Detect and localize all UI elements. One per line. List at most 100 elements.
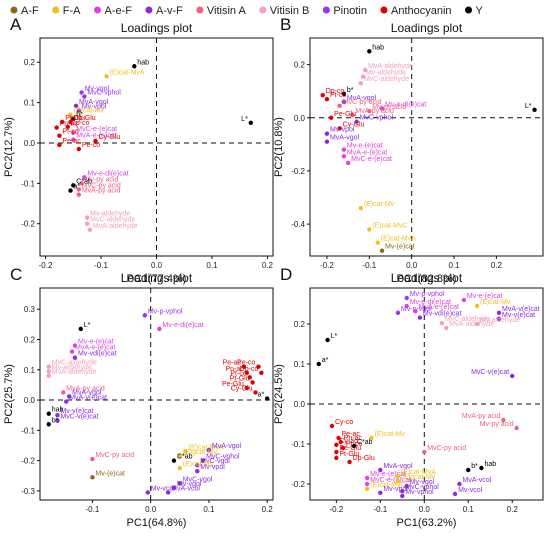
data-point (183, 449, 188, 454)
data-point (439, 321, 445, 326)
data-point (325, 337, 330, 343)
point-label: MvA-e-(e)cat (419, 304, 460, 311)
y-tick-label: 0.2 (24, 58, 36, 67)
data-point (329, 423, 335, 429)
point-label: MvA-e-(e)cat (347, 149, 388, 156)
point-label: Mv-vdi(e)cat (423, 311, 462, 318)
point-label: (E)cat-MvA (110, 69, 145, 76)
point-label: L* (241, 116, 248, 123)
data-point (79, 181, 84, 186)
y-tick-label: -0.2 (21, 457, 35, 466)
x-tick-label: 0.1 (463, 505, 475, 514)
point-label: (E)cat-MvA (381, 236, 416, 243)
data-point (66, 394, 72, 399)
data-point (264, 396, 270, 401)
data-point (68, 188, 73, 193)
data-point (501, 417, 506, 423)
point-label: MvC-vphol (206, 454, 240, 461)
data-point (337, 126, 342, 131)
data-point (379, 248, 385, 253)
y-axis-label: PC2(10.8%) (273, 117, 285, 177)
point-label: MvC-py acid (343, 99, 382, 106)
point-label: Mv-e-di(e)cat (410, 299, 451, 306)
data-point (244, 370, 249, 375)
point-label: Mv-vgol (85, 86, 110, 93)
data-point (341, 99, 347, 105)
legend-item: A-e-F (93, 5, 132, 17)
point-label: Pn-ac (344, 435, 363, 442)
point-label: Mv-vcol (458, 487, 483, 494)
point-label: MvC-py acid (82, 182, 121, 189)
point-label: Pt-co (62, 129, 78, 136)
point-label: MvC-e-(e)cat (76, 126, 117, 133)
point-label: Pe-Glu (334, 111, 356, 118)
panel-letter: C (10, 265, 22, 284)
x-axis-label: PC1(77.4%) (127, 273, 187, 285)
point-label: (E)cat-Mv (375, 431, 406, 438)
legend-marker (145, 6, 153, 14)
y-tick-label: 0.2 (294, 320, 306, 329)
data-point (375, 240, 380, 245)
point-label: Mv-(e)cat (95, 470, 125, 477)
point-label: Mv-e-di(e)cat (162, 322, 203, 329)
data-point (358, 205, 364, 211)
point-label: Pt-Glu (65, 115, 85, 122)
y-axis-label: PC2(24.5%) (273, 364, 285, 424)
plot-frame (39, 287, 274, 501)
x-tick-label: 0.2 (507, 505, 519, 514)
y-tick-label: -0.2 (291, 480, 305, 489)
data-point (367, 227, 372, 232)
point-label: Dp-co (71, 120, 90, 127)
data-point (247, 375, 252, 380)
x-axis-label: PC1(64.8%) (127, 517, 187, 529)
point-label: MvC-e-(e)cat (370, 477, 411, 484)
data-point (316, 361, 321, 367)
data-point (367, 49, 372, 54)
panel: D Loadings plot -0.2 -0.1 0.0 0.1 0.2 -0.2 -0.1 0… (273, 265, 544, 529)
point-label: (E)cat-MvC (372, 222, 407, 229)
point-label: MvC-v(e)cat (60, 414, 98, 421)
y-tick-label: 0.1 (24, 366, 36, 375)
point-label: MvA-v(e)cat (69, 395, 107, 402)
legend-marker (380, 6, 388, 14)
point-label: MvA-e-(e)cat (75, 345, 116, 352)
point-label: MvA-vgol (347, 95, 377, 102)
data-point (206, 447, 212, 453)
legend-label: Vitisin A (207, 5, 247, 17)
data-point (68, 112, 73, 117)
y-tick-label: -0.1 (21, 179, 35, 188)
point-label: MvA-vgol (383, 463, 413, 470)
y-tick-label: 0.0 (294, 400, 306, 409)
point-label: MvC-vphol (405, 484, 439, 491)
x-axis-label: PC1(82.8%) (397, 273, 457, 285)
x-tick-label: -0.1 (86, 505, 100, 514)
legend-marker (196, 6, 204, 14)
legend: A-F F-A A-e-F A-v-F Vitisin A Vitisin B Pinoti… (10, 5, 484, 17)
y-axis-label: PC2(25.7%) (3, 364, 15, 424)
data-point (76, 146, 82, 152)
y-tick-label: 0.3 (24, 305, 36, 314)
legend-marker (10, 6, 18, 14)
plot-frame (309, 37, 544, 257)
x-tick-label: 0.2 (491, 261, 503, 270)
legend-item: Pinotin (322, 5, 367, 17)
data-point (61, 390, 66, 395)
y-tick-label: 0.0 (294, 114, 306, 123)
data-point (328, 115, 334, 120)
point-label: Mv-v(e)cat (502, 312, 535, 319)
data-point (78, 326, 83, 332)
data-point (400, 493, 405, 499)
plot-frame (309, 287, 544, 501)
data-point (479, 465, 484, 471)
point-label: Mv-vphol (405, 489, 434, 496)
data-point (195, 462, 200, 468)
point-label: Pt-Glu (339, 451, 359, 458)
point-label: Cy-co (335, 419, 353, 426)
legend-label: F-A (63, 5, 81, 17)
point-label: Dp-Glu (74, 115, 96, 122)
legend-item: Anthocyanin (380, 5, 452, 17)
panel-title: Loadings plot (121, 21, 193, 35)
point-label: MvC-aldehyde (52, 360, 97, 367)
data-point (84, 215, 90, 220)
point-label: (E)cat-Mv (480, 299, 511, 306)
